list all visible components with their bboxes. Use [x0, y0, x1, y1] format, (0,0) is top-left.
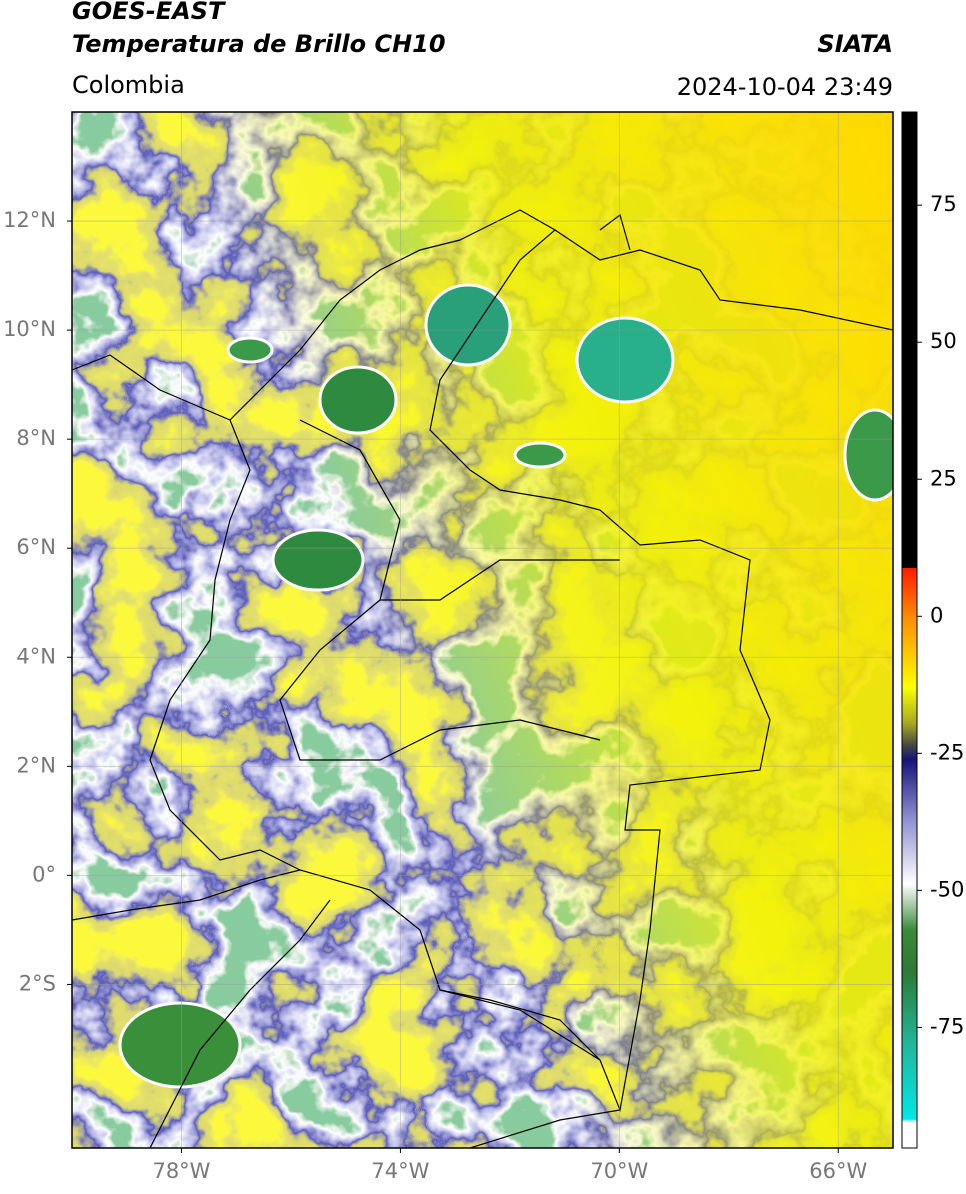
y-tick-label: 8°N [16, 426, 56, 450]
y-tick-label: 2°N [16, 753, 56, 777]
title: GOES-EAST [72, 0, 226, 25]
clear-sea [72, 112, 893, 1148]
colorbar-tick-label: -50 [930, 877, 964, 901]
x-tick-label: 66°W [809, 1159, 867, 1183]
colorbar [901, 111, 918, 1149]
grid [72, 112, 893, 1148]
map-image [72, 112, 893, 1148]
x-tick-label: 78°W [152, 1159, 210, 1183]
y-tick-label: 12°N [3, 208, 56, 232]
cold-tops [118, 283, 893, 1089]
colorbar-tick-label: 25 [930, 466, 957, 490]
source: SIATA [817, 30, 893, 58]
colorbar-tick-label: 0 [930, 603, 943, 627]
x-tick-label: 70°W [590, 1159, 648, 1183]
colorbar-tick-label: -75 [930, 1014, 964, 1038]
y-tick-label: 4°N [16, 644, 56, 668]
product: Temperatura de Brillo CH10 [72, 30, 446, 58]
y-tick-label: 0° [32, 862, 56, 886]
colorbar-tick-label: -25 [930, 740, 964, 764]
y-tick-label: 10°N [3, 317, 56, 341]
region: Colombia [72, 71, 185, 99]
y-tick-label: 6°N [16, 535, 56, 559]
colorbar-tick-label: 50 [930, 329, 957, 353]
map-frame [71, 111, 894, 1149]
y-tick-label: 2°S [19, 971, 56, 995]
borders [72, 209, 893, 1148]
colorbar-tick-label: 75 [930, 192, 957, 216]
datetime: 2024-10-04 23:49 [677, 73, 893, 101]
x-tick-label: 74°W [371, 1159, 429, 1183]
